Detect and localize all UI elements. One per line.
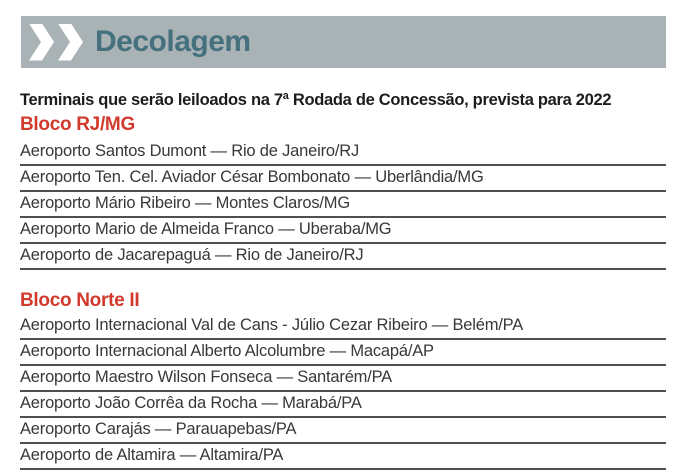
- list-item: Aeroporto de Altamira — Altamira/PA: [20, 444, 666, 470]
- list-item: Aeroporto Mário Ribeiro — Montes Claros/…: [20, 192, 666, 218]
- section-heading-bloco-rj-mg: Bloco RJ/MG: [20, 114, 135, 135]
- airport-list-bloco-rj-mg: Aeroporto Santos Dumont — Rio de Janeiro…: [20, 140, 666, 270]
- list-item: Aeroporto Santos Dumont — Rio de Janeiro…: [20, 140, 666, 166]
- airport-list-bloco-norte-ii: Aeroporto Internacional Val de Cans - Jú…: [20, 314, 666, 470]
- intro-text: Terminais que serão leiloados na 7ª Roda…: [20, 91, 612, 109]
- list-item: Aeroporto Maestro Wilson Fonseca — Santa…: [20, 366, 666, 392]
- page-title: Decolagem: [95, 25, 251, 58]
- list-item: Aeroporto Mario de Almeida Franco — Uber…: [20, 218, 666, 244]
- double-chevron-right-icon: [29, 23, 83, 61]
- list-item: Aeroporto João Corrêa da Rocha — Marabá/…: [20, 392, 666, 418]
- list-item: Aeroporto Carajás — Parauapebas/PA: [20, 418, 666, 444]
- list-item: Aeroporto Internacional Alberto Alcolumb…: [20, 340, 666, 366]
- chevron-right-icon: [58, 23, 83, 61]
- chevron-right-icon: [29, 23, 54, 61]
- list-item: Aeroporto Ten. Cel. Aviador César Bombon…: [20, 166, 666, 192]
- section-heading-bloco-norte-ii: Bloco Norte II: [20, 290, 140, 311]
- header-bar: Decolagem: [21, 16, 666, 68]
- list-item: Aeroporto de Jacarepaguá — Rio de Janeir…: [20, 244, 666, 270]
- list-item: Aeroporto Internacional Val de Cans - Jú…: [20, 314, 666, 340]
